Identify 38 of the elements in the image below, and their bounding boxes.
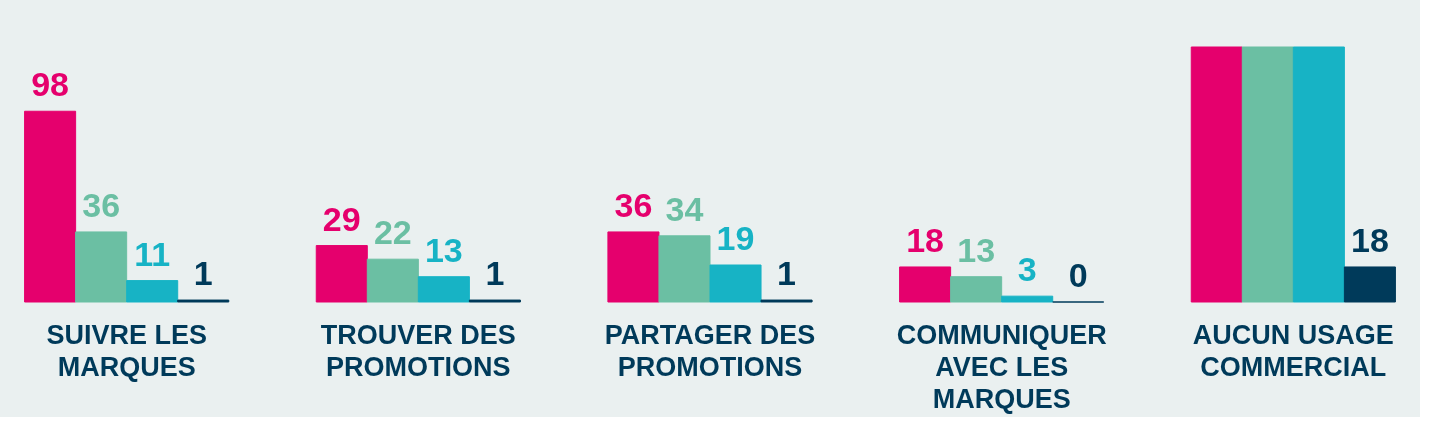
- x-tick-label: TROUVER DES PROMOTIONS: [320, 319, 516, 382]
- data-label: 11: [134, 234, 171, 273]
- data-label: 36: [82, 185, 121, 224]
- x-tick-label: AUCUN USAGE COMMERCIAL: [1192, 319, 1394, 382]
- x-tick-label: PARTAGER DES PROMOTIONS: [604, 319, 816, 382]
- data-label: 1: [193, 254, 213, 293]
- data-label: 18: [906, 220, 945, 259]
- data-label: 19: [716, 219, 755, 258]
- data-label: 3: [1017, 250, 1037, 289]
- x-tick-label: COMMUNIQUER AVEC LES MARQUES: [896, 319, 1107, 414]
- bar: [24, 110, 77, 303]
- bar: [75, 231, 128, 303]
- bar: [950, 276, 1003, 303]
- data-label: 0: [1068, 256, 1088, 294]
- data-label: 1: [485, 254, 505, 293]
- x-tick-label: SUIVRE LES MARQUES: [46, 319, 207, 382]
- bar: [1292, 46, 1345, 303]
- bar: [366, 258, 419, 303]
- bar: [1343, 266, 1396, 303]
- data-label: 1: [777, 254, 797, 293]
- bar: [658, 235, 711, 303]
- data-label: 18: [1350, 220, 1389, 259]
- data-label: 34: [665, 189, 704, 228]
- data-label: 98: [31, 65, 70, 104]
- bar: [709, 264, 762, 303]
- data-label: 13: [957, 230, 996, 269]
- bar: [315, 245, 368, 303]
- bar: [417, 276, 470, 303]
- bar: [126, 280, 179, 303]
- bar: [1001, 295, 1054, 303]
- data-label: 36: [614, 185, 653, 224]
- data-label: 29: [322, 199, 361, 238]
- bar: [607, 231, 660, 303]
- bar: [1241, 46, 1294, 303]
- bar: [899, 266, 952, 303]
- data-label: 22: [373, 213, 412, 252]
- bar: [1190, 46, 1243, 303]
- data-label: 13: [424, 230, 463, 269]
